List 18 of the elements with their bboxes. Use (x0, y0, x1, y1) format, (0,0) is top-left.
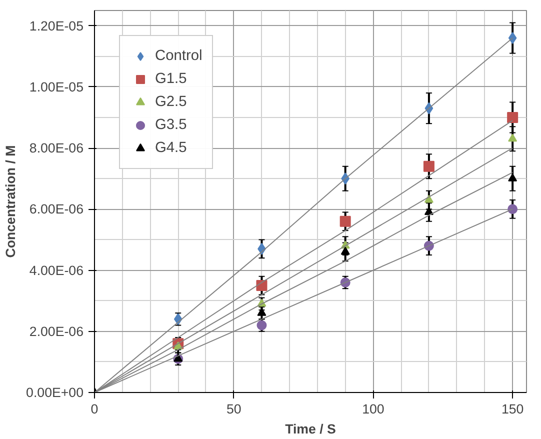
y-tick-label: 8.00E-06 (29, 140, 84, 156)
y-tick-label: 1.20E-05 (29, 18, 84, 34)
y-tick-label: 2.00E-06 (29, 324, 84, 339)
y-tick-label: 4.00E-06 (29, 262, 84, 278)
x-tick-label: 100 (362, 402, 384, 416)
y-tick-label: 1.00E-05 (29, 79, 84, 94)
y-axis-title: Concentration / M (3, 145, 18, 258)
y-tick-label: 0.00E+00 (26, 385, 84, 400)
legend-label: Control (155, 48, 202, 64)
x-tick-label: 150 (501, 402, 524, 416)
legend-label: G2.5 (155, 94, 187, 110)
legend-label: G1.5 (155, 71, 187, 87)
legend-label: G3.5 (155, 117, 187, 133)
x-tick-label: 50 (226, 402, 242, 416)
y-tick-label: 6.00E-06 (29, 202, 84, 217)
legend-label: G4.5 (155, 140, 187, 156)
x-axis-title: Time / S (285, 422, 336, 436)
x-tick-label: 0 (90, 402, 98, 416)
